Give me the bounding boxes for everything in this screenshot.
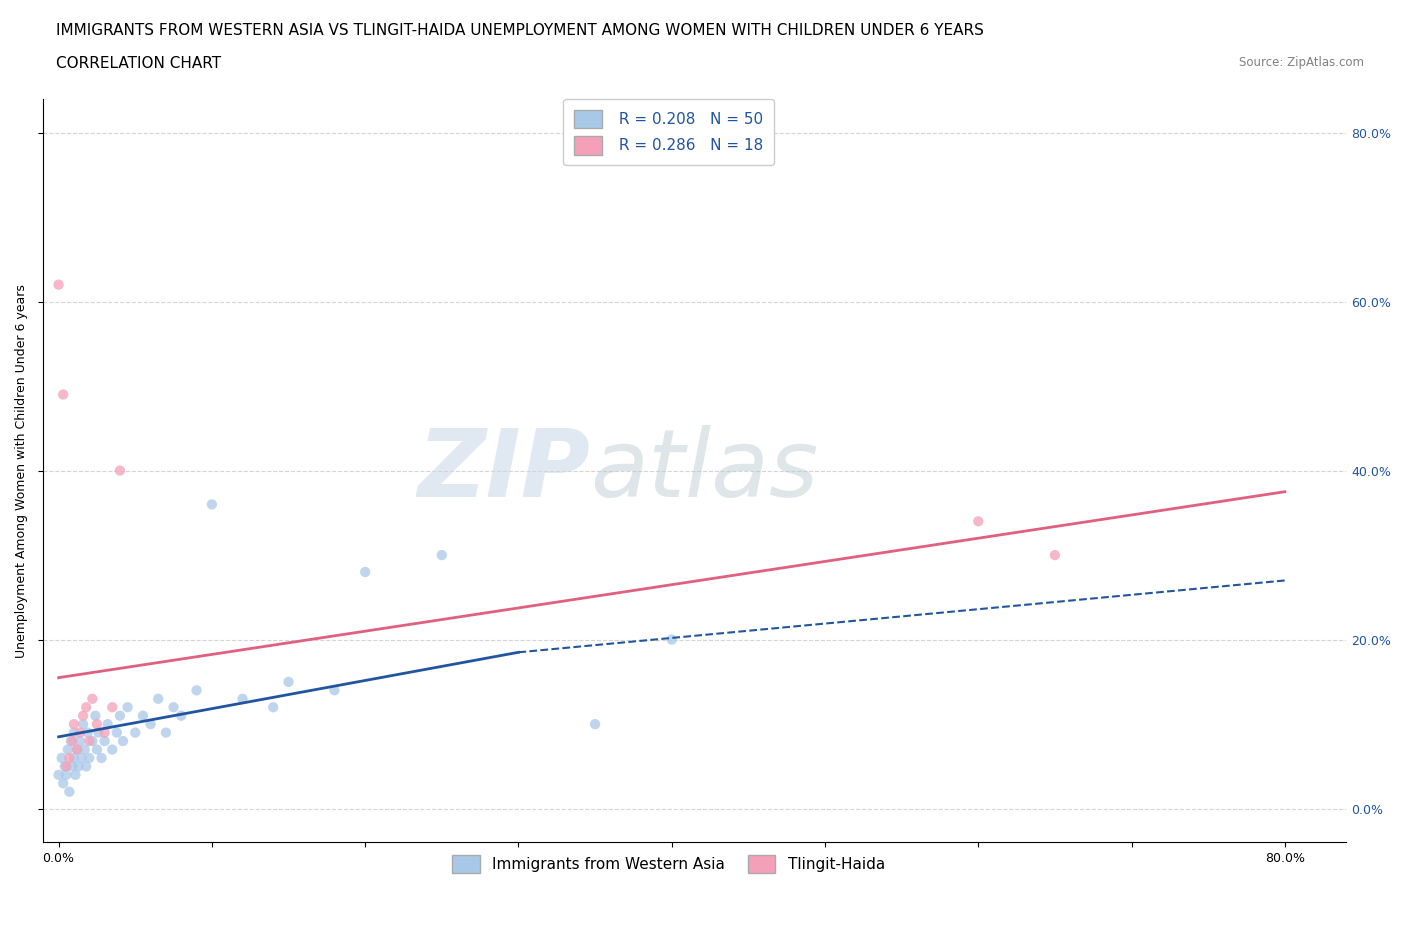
- Point: [93, 734, 115, 749]
- Point: [51, 751, 73, 765]
- Point: [111, 734, 134, 749]
- Point: [48, 767, 70, 782]
- Point: [162, 699, 184, 714]
- Point: [148, 691, 170, 706]
- Point: [58, 784, 80, 799]
- Point: [105, 725, 128, 740]
- Text: atlas: atlas: [591, 425, 818, 516]
- Point: [139, 717, 162, 732]
- Point: [82, 691, 104, 706]
- Point: [63, 717, 86, 732]
- Point: [1043, 548, 1066, 563]
- Point: [967, 514, 990, 529]
- Point: [84, 709, 107, 724]
- Text: ZIP: ZIP: [418, 425, 591, 516]
- Point: [170, 709, 193, 724]
- Point: [66, 742, 89, 757]
- Point: [55, 759, 77, 774]
- Point: [90, 751, 112, 765]
- Point: [77, 734, 100, 749]
- Point: [323, 683, 346, 698]
- Point: [661, 632, 683, 647]
- Point: [70, 751, 93, 765]
- Point: [101, 742, 124, 757]
- Point: [75, 699, 97, 714]
- Point: [72, 709, 94, 724]
- Text: IMMIGRANTS FROM WESTERN ASIA VS TLINGIT-HAIDA UNEMPLOYMENT AMONG WOMEN WITH CHIL: IMMIGRANTS FROM WESTERN ASIA VS TLINGIT-…: [56, 23, 984, 38]
- Point: [63, 725, 86, 740]
- Point: [430, 548, 453, 563]
- Point: [186, 683, 208, 698]
- Point: [76, 725, 98, 740]
- Point: [63, 751, 86, 765]
- Point: [69, 725, 91, 740]
- Point: [58, 751, 80, 765]
- Point: [201, 497, 224, 512]
- Point: [77, 751, 100, 765]
- Point: [75, 759, 97, 774]
- Text: CORRELATION CHART: CORRELATION CHART: [56, 56, 221, 71]
- Point: [117, 699, 139, 714]
- Point: [60, 759, 83, 774]
- Point: [56, 742, 79, 757]
- Point: [73, 742, 96, 757]
- Point: [59, 734, 82, 749]
- Point: [86, 717, 108, 732]
- Point: [583, 717, 606, 732]
- Point: [48, 277, 70, 292]
- Point: [155, 725, 177, 740]
- Point: [67, 759, 90, 774]
- Point: [262, 699, 284, 714]
- Point: [52, 776, 75, 790]
- Point: [65, 767, 87, 782]
- Point: [60, 734, 83, 749]
- Point: [52, 387, 75, 402]
- Legend: Immigrants from Western Asia, Tlingit-Haida: Immigrants from Western Asia, Tlingit-Ha…: [446, 848, 891, 880]
- Y-axis label: Unemployment Among Women with Children Under 6 years: Unemployment Among Women with Children U…: [15, 284, 28, 658]
- Point: [124, 725, 146, 740]
- Point: [354, 565, 377, 579]
- Point: [72, 717, 94, 732]
- Point: [53, 759, 76, 774]
- Point: [82, 734, 104, 749]
- Point: [101, 699, 124, 714]
- Text: Source: ZipAtlas.com: Source: ZipAtlas.com: [1239, 56, 1364, 69]
- Point: [93, 725, 115, 740]
- Point: [66, 742, 89, 757]
- Point: [132, 709, 155, 724]
- Point: [86, 742, 108, 757]
- Point: [277, 674, 299, 689]
- Point: [87, 725, 110, 740]
- Point: [108, 709, 131, 724]
- Point: [232, 691, 254, 706]
- Point: [55, 767, 77, 782]
- Point: [69, 734, 91, 749]
- Point: [97, 717, 120, 732]
- Point: [108, 463, 131, 478]
